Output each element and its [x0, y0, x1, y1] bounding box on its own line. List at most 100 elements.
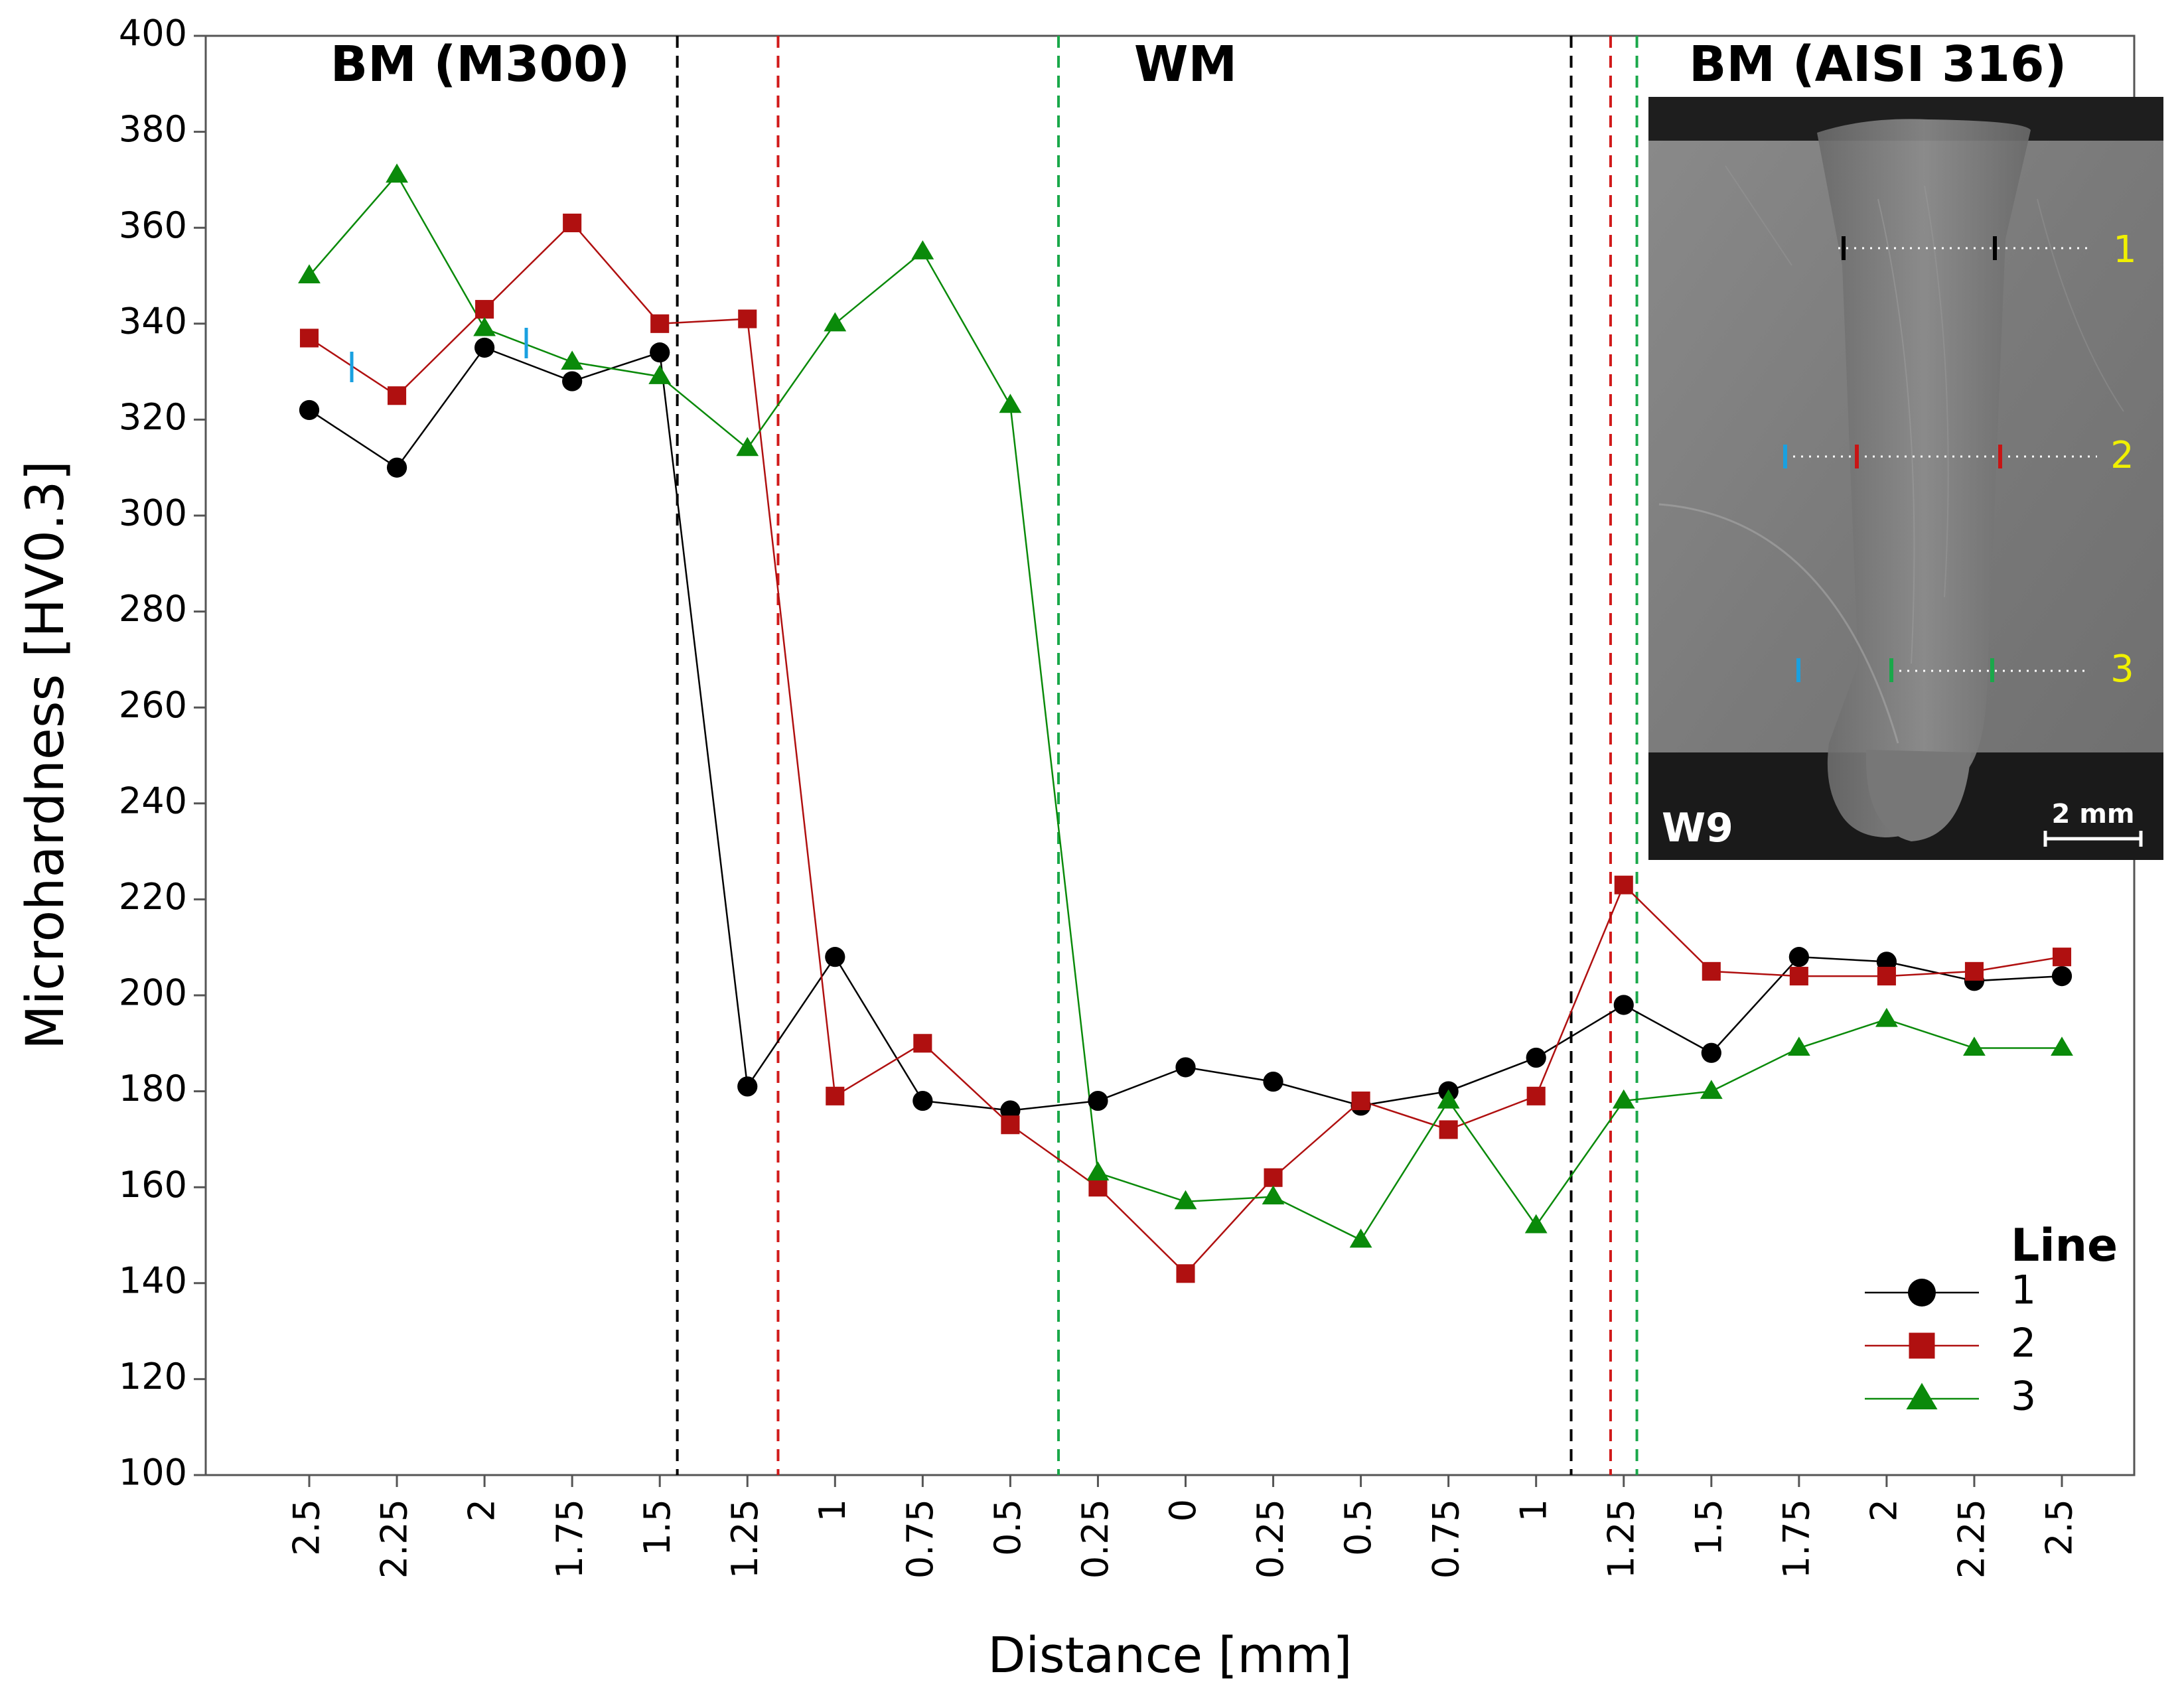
data-point-series-1 — [2051, 965, 2073, 987]
x-tick-label: 2 — [1863, 1499, 1905, 1522]
y-tick-label: 140 — [119, 1259, 187, 1301]
data-point-series-2 — [1614, 875, 1633, 894]
data-point-series-1 — [825, 947, 845, 967]
data-point-series-2 — [913, 1034, 932, 1053]
data-point-series-1 — [912, 1090, 933, 1111]
data-point-series-1 — [1701, 1042, 1721, 1063]
y-tick-label: 360 — [119, 204, 187, 246]
data-point-series-2 — [1439, 1120, 1458, 1139]
data-point-series-3 — [1086, 1161, 1110, 1181]
data-point-series-3 — [736, 437, 759, 457]
legend-marker-2 — [1909, 1332, 1935, 1359]
data-point-series-3 — [648, 365, 672, 384]
x-tick-label: 1.75 — [549, 1499, 591, 1579]
inset-line-label-3: 3 — [2110, 648, 2134, 691]
x-tick-label: 1.25 — [1600, 1499, 1642, 1579]
data-point-series-2 — [2052, 948, 2072, 967]
x-tick-label: 2.5 — [286, 1499, 328, 1556]
y-tick-label: 260 — [119, 684, 187, 726]
data-point-series-1 — [386, 457, 407, 478]
legend-label-1: 1 — [2011, 1267, 2036, 1314]
data-point-series-1 — [299, 399, 320, 421]
inset-line-label-2: 2 — [2110, 434, 2134, 477]
data-point-series-3 — [1875, 1007, 1898, 1027]
x-tick-label: 1.25 — [724, 1499, 766, 1579]
data-point-series-3 — [999, 393, 1022, 413]
data-point-series-1 — [1526, 1047, 1546, 1068]
x-tick-label: 0.25 — [1074, 1499, 1116, 1579]
data-point-series-2 — [1264, 1168, 1283, 1187]
legend-marker-3 — [1906, 1383, 1938, 1409]
data-point-series-3 — [1437, 1089, 1460, 1109]
data-point-series-2 — [1526, 1086, 1546, 1105]
zone-label: BM (AISI 316) — [1689, 36, 2067, 93]
y-tick-label: 280 — [119, 588, 187, 630]
data-point-series-3 — [561, 350, 584, 370]
data-point-series-3 — [1524, 1214, 1548, 1234]
zone-labels: BM (M300) WM BM (AISI 316) — [330, 36, 2067, 93]
y-tick-label: 240 — [119, 780, 187, 821]
legend-items: 1 2 3 — [1865, 1267, 2036, 1420]
data-point-series-3 — [1174, 1190, 1197, 1210]
y-tick-label: 300 — [119, 492, 187, 534]
data-point-series-3 — [1963, 1036, 1986, 1056]
zone-boundaries — [676, 36, 1638, 1475]
x-tick-label: 0.75 — [1425, 1499, 1467, 1579]
data-point-series-3 — [386, 163, 408, 183]
data-point-series-3 — [1700, 1080, 1723, 1099]
inset-scratch — [2037, 198, 2124, 412]
x-tick-label: 0.75 — [899, 1499, 941, 1579]
data-point-series-2 — [826, 1086, 845, 1105]
weld-micrograph-inset: 1 2 3 W9 2 mm — [1648, 97, 2163, 860]
x-tick-label: 2.25 — [1951, 1499, 1993, 1579]
weld-bead — [1817, 119, 2031, 837]
data-point-series-1 — [1876, 952, 1897, 972]
x-axis-title: Distance [mm] — [987, 1627, 1352, 1684]
data-point-series-2 — [1964, 961, 1984, 981]
x-tick-label: 0.5 — [1337, 1499, 1379, 1556]
y-tick-label: 340 — [119, 300, 187, 342]
y-tick-label: 100 — [119, 1452, 187, 1494]
data-point-series-2 — [1702, 961, 1721, 981]
x-tick-label: 2.5 — [2039, 1499, 2080, 1556]
x-tick-label: 0 — [1162, 1499, 1204, 1522]
data-point-series-2 — [650, 314, 670, 333]
x-axis: 2.5 2.25 2 1.75 1.5 1.25 1 0.75 0.5 0.25 0 0.25 0.5 0… — [286, 1475, 2080, 1579]
data-point-series-3 — [473, 317, 496, 336]
data-point-series-3 — [1612, 1089, 1635, 1109]
data-point-series-1 — [1613, 995, 1634, 1015]
data-point-series-2 — [563, 213, 582, 233]
data-point-series-1 — [737, 1076, 758, 1097]
inset-scratch — [1725, 165, 1792, 266]
y-tick-label: 120 — [119, 1356, 187, 1397]
x-tick-label: 2 — [461, 1499, 503, 1522]
inset-scratch — [1924, 185, 1949, 598]
inset-scratch — [1658, 503, 1899, 744]
y-tick-label: 200 — [119, 972, 187, 1014]
data-point-series-3 — [298, 264, 321, 284]
y-tick-label: 180 — [119, 1068, 187, 1109]
legend-label-2: 2 — [2011, 1320, 2036, 1367]
data-point-series-1 — [1263, 1072, 1283, 1092]
inset-sample-label: W9 — [1662, 805, 1733, 851]
data-point-series-2 — [738, 309, 757, 328]
x-tick-label: 1.5 — [1688, 1499, 1729, 1556]
x-tick-label: 1 — [1512, 1499, 1554, 1522]
data-point-series-1 — [474, 337, 495, 358]
data-point-series-2 — [388, 386, 407, 405]
series-markers — [298, 163, 2073, 1283]
x-tick-label: 1.5 — [636, 1499, 678, 1556]
y-axis-title: Microhardness [HV0.3] — [16, 460, 76, 1050]
x-tick-label: 1.75 — [1775, 1499, 1817, 1579]
inset-scratch — [1877, 198, 1915, 664]
data-point-series-3 — [1262, 1185, 1285, 1205]
data-point-series-2 — [1789, 967, 1808, 986]
y-tick-label: 320 — [119, 396, 187, 438]
legend: Line 1 2 3 — [1865, 1220, 2118, 1420]
data-point-series-3 — [911, 240, 934, 259]
x-tick-label: 0.25 — [1250, 1499, 1291, 1579]
y-axis: 100 120 140 160 180 200 220 240 260 280 300 320 340 3… — [119, 13, 206, 1494]
data-point-series-3 — [1349, 1228, 1372, 1248]
legend-title: Line — [2011, 1220, 2118, 1272]
